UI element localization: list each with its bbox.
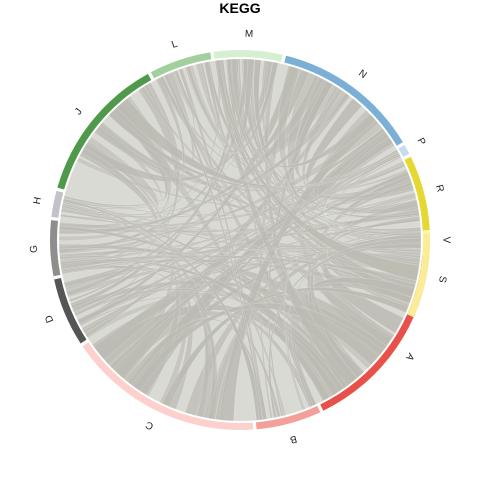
segment-label-s: S [436,275,448,284]
segment-label-d: D [43,313,56,324]
segment-c [82,342,254,431]
chord-link [324,155,422,248]
chord-link [268,241,422,419]
segment-label-a: A [403,351,416,363]
segment-label-c: C [144,418,155,431]
chord-links [58,58,422,422]
segment-h [51,190,64,218]
chord-link [323,149,421,231]
chord-link [214,59,358,389]
chord-link [62,198,263,421]
chord-link [59,255,281,418]
chord-link [218,113,379,422]
segment-n [284,55,403,146]
chord-link [60,259,347,396]
chord-link [283,133,389,411]
chord-link [61,91,350,217]
chord-link [133,302,384,392]
chord-link [60,254,418,285]
segment-m [213,50,283,62]
segment-j [57,73,152,190]
chord-link [215,59,422,236]
chord-link [81,217,421,331]
chord-link [66,58,250,297]
chord-link [58,75,325,235]
segment-l [150,52,212,79]
chord-link [328,193,421,232]
segment-s [407,233,430,318]
chord-link [73,287,345,392]
chord-link [58,120,383,250]
segment-label-r: R [433,184,445,194]
segment-label-p: P [414,136,427,147]
segment-label-j: J [73,106,85,117]
chord-link [277,65,422,245]
chord-link [195,62,415,298]
chord-link [109,170,410,370]
chord-link [161,287,409,407]
chord-link [140,86,416,290]
chord-segments [49,50,431,431]
segment-r [404,156,430,231]
segment-d [54,278,87,344]
chord-link [262,60,408,191]
chart-title: KEGG [219,0,260,16]
chord-link [164,73,263,421]
segment-label-g: G [29,245,40,253]
segment-label-m: M [245,29,254,40]
chord-link [249,59,420,266]
segment-b [255,405,321,430]
segment-label-h: H [32,196,44,205]
chord-link [323,153,419,276]
chord-link [310,200,419,379]
chord-link [286,237,422,410]
chord-link [219,59,420,281]
segment-p [398,145,410,157]
segment-label-b: B [288,433,298,445]
segment-g [49,220,61,277]
segment-label-v: V [440,237,451,244]
segment-label-l: L [170,39,179,51]
